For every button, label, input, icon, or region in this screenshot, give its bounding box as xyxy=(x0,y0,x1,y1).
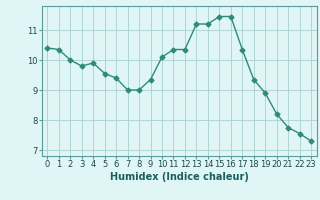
X-axis label: Humidex (Indice chaleur): Humidex (Indice chaleur) xyxy=(110,172,249,182)
